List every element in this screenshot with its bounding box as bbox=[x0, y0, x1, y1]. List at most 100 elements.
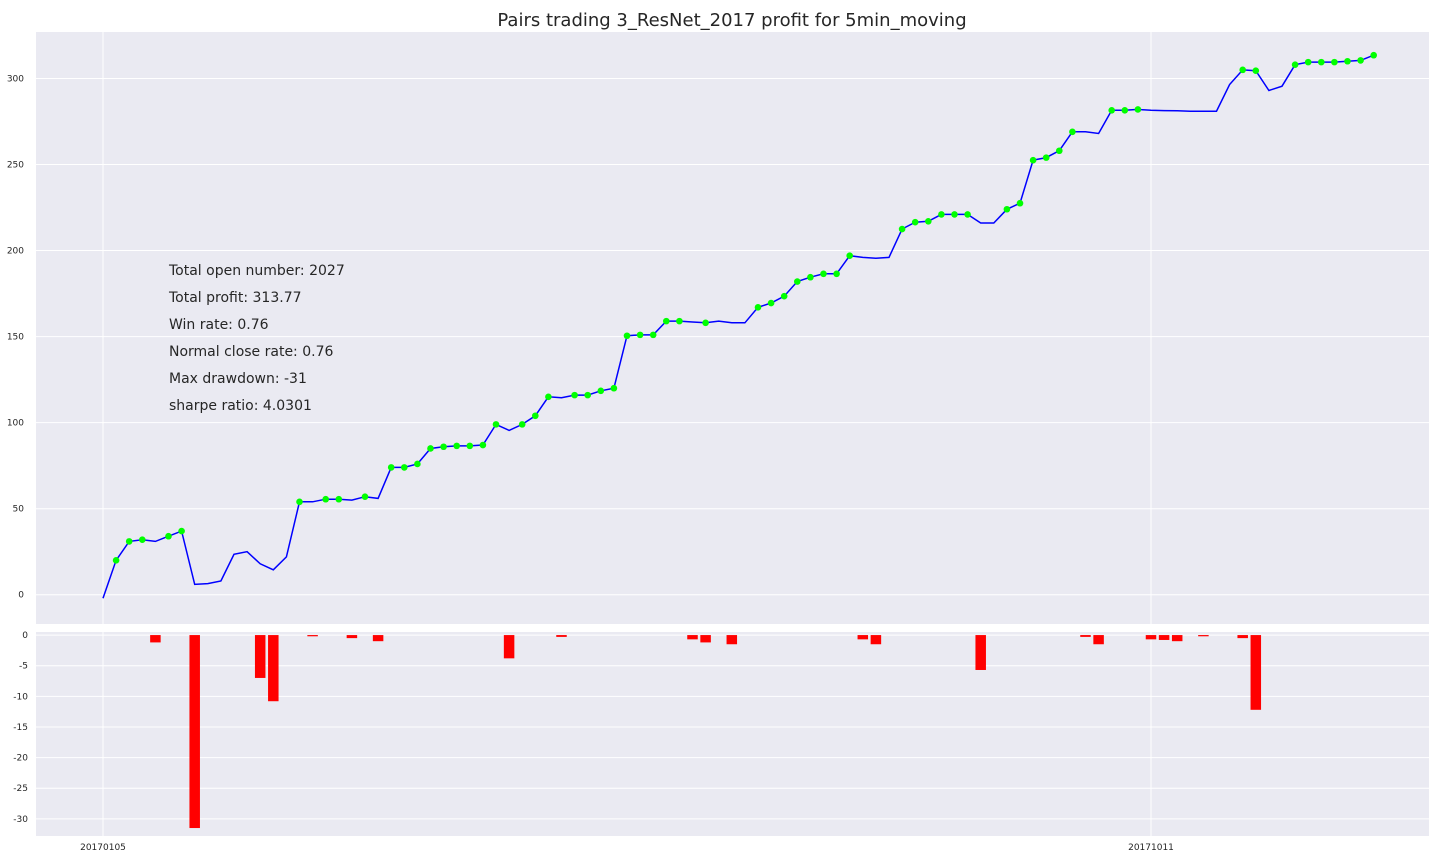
profit-point bbox=[636, 331, 644, 339]
x-tick-label: 20170105 bbox=[80, 843, 126, 853]
drawdown-bar bbox=[726, 635, 738, 645]
drawdown-y-tick-label: -30 bbox=[13, 815, 28, 825]
profit-point bbox=[571, 391, 578, 399]
profit-point bbox=[1370, 51, 1377, 59]
drawdown-bar bbox=[1158, 635, 1170, 640]
profit-point bbox=[414, 460, 421, 468]
profit-point bbox=[898, 225, 906, 233]
drawdown-bar bbox=[307, 635, 318, 637]
profit-point bbox=[676, 317, 683, 325]
profit-y-tick-label: 50 bbox=[13, 505, 25, 515]
profit-point bbox=[545, 393, 552, 401]
profit-point bbox=[1357, 57, 1364, 64]
profit-point bbox=[322, 495, 330, 503]
profit-point bbox=[335, 495, 343, 503]
profit-point bbox=[964, 211, 971, 218]
profit-point bbox=[427, 445, 434, 452]
stat-annotation: Total open number: 2027 bbox=[168, 263, 345, 279]
profit-point bbox=[925, 218, 932, 225]
profit-point bbox=[1252, 67, 1260, 75]
drawdown-bar bbox=[1198, 635, 1209, 637]
profit-point bbox=[623, 332, 631, 340]
profit-point bbox=[833, 270, 840, 278]
profit-point bbox=[1291, 61, 1299, 68]
drawdown-bar bbox=[1237, 635, 1248, 639]
profit-point bbox=[1134, 106, 1142, 113]
profit-point bbox=[361, 493, 369, 500]
profit-line bbox=[102, 54, 1374, 599]
profit-point bbox=[846, 252, 853, 260]
drawdown-bar bbox=[254, 635, 266, 678]
profit-y-tick-label: 100 bbox=[7, 419, 24, 429]
profit-point bbox=[1304, 58, 1312, 66]
drawdown-bar bbox=[1145, 635, 1157, 640]
profit-point bbox=[584, 391, 591, 399]
drawdown-y-tick-label: 0 bbox=[22, 631, 28, 641]
profit-y-tick-label: 150 bbox=[7, 333, 24, 343]
stat-annotation: Win rate: 0.76 bbox=[169, 317, 269, 333]
profit-series-line bbox=[102, 54, 1374, 599]
drawdown-bar bbox=[857, 635, 869, 640]
stats-annotations: Total open number: 2027 Total profit: 313… bbox=[168, 263, 345, 414]
profit-point bbox=[938, 211, 945, 218]
profit-point bbox=[911, 218, 919, 226]
drawdown-bar bbox=[1171, 635, 1183, 642]
profit-point bbox=[1056, 147, 1063, 155]
stat-annotation: Max drawdown: -31 bbox=[169, 371, 307, 387]
drawdown-bar bbox=[268, 635, 279, 702]
profit-point bbox=[401, 464, 408, 471]
profit-y-tick-label: 300 bbox=[7, 74, 24, 84]
profit-point bbox=[466, 442, 474, 450]
drawdown-y-tick-label: -20 bbox=[13, 754, 28, 764]
drawdown-bar bbox=[556, 635, 567, 637]
profit-point bbox=[1121, 107, 1129, 114]
profit-point bbox=[702, 319, 709, 327]
profit-y-tick-label: 0 bbox=[18, 591, 24, 601]
profit-point bbox=[597, 387, 605, 395]
drawdown-bar bbox=[700, 635, 711, 643]
profit-point bbox=[165, 532, 172, 540]
profit-point bbox=[780, 292, 788, 300]
profit-point bbox=[479, 441, 487, 449]
profit-point bbox=[1069, 128, 1076, 136]
profit-y-tick-label: 200 bbox=[7, 247, 24, 257]
profit-point bbox=[1344, 57, 1351, 65]
stat-annotation: sharpe ratio: 4.0301 bbox=[169, 398, 312, 414]
profit-plot-area bbox=[36, 32, 1429, 624]
profit-grid bbox=[36, 32, 1429, 624]
drawdown-y-tick-label: -10 bbox=[13, 692, 28, 702]
drawdown-bar bbox=[189, 635, 200, 829]
profit-point bbox=[453, 442, 461, 450]
profit-point bbox=[663, 317, 670, 325]
profit-point bbox=[1003, 205, 1011, 213]
drawdown-y-tick-label: -15 bbox=[13, 723, 28, 733]
profit-point bbox=[1042, 154, 1050, 161]
profit-point bbox=[794, 278, 801, 285]
profit-point bbox=[767, 299, 775, 307]
profit-point bbox=[1318, 58, 1325, 66]
drawdown-bar bbox=[150, 635, 161, 643]
profit-point bbox=[807, 273, 814, 281]
profit-point bbox=[492, 421, 500, 428]
drawdown-bar bbox=[1250, 635, 1262, 710]
drawdown-bar bbox=[975, 635, 986, 670]
profit-point bbox=[178, 527, 185, 535]
drawdown-bar bbox=[1093, 635, 1104, 645]
profit-point bbox=[296, 498, 303, 506]
profit-point bbox=[820, 270, 827, 278]
drawdown-y-ticks: 0 -5 -10 -15 -20 -25 -30 bbox=[13, 631, 28, 825]
profit-point bbox=[1239, 66, 1246, 74]
drawdown-y-tick-label: -25 bbox=[13, 784, 28, 794]
drawdown-bar bbox=[687, 635, 698, 640]
x-tick-label: 20171011 bbox=[1128, 843, 1174, 853]
profit-point bbox=[1016, 199, 1024, 207]
drawdown-bar bbox=[372, 635, 384, 642]
profit-markers bbox=[112, 51, 1377, 564]
drawdown-bar bbox=[870, 635, 882, 645]
drawdown-bar bbox=[346, 635, 358, 639]
profit-point bbox=[125, 538, 133, 545]
profit-point bbox=[1108, 107, 1115, 114]
profit-point bbox=[951, 211, 958, 218]
profit-point bbox=[1029, 156, 1037, 164]
